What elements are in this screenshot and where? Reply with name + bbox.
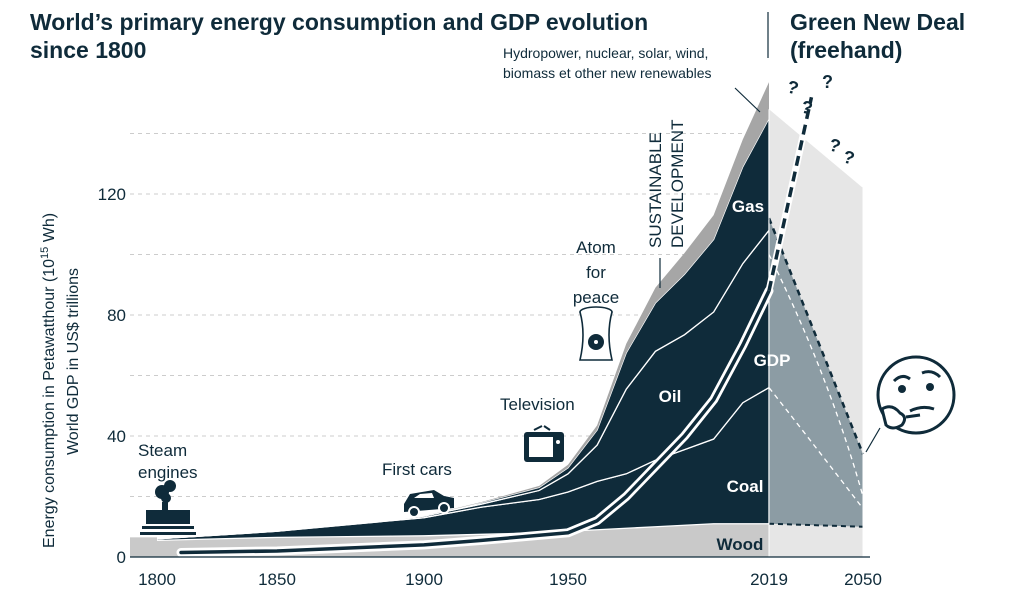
projection-area (767, 109, 865, 558)
question-mark-5: ? (841, 147, 857, 169)
y-label-end: Wh) (41, 213, 58, 247)
renewables-label-line-2: biomass et other new renewables (503, 65, 712, 81)
y-tick-label-120: 120 (98, 185, 126, 204)
sd-label-2: DEVELOPMENT (668, 120, 687, 248)
cars-label: First cars (382, 460, 452, 479)
question-mark-2: ? (799, 97, 815, 119)
y-tick-label-40: 40 (107, 427, 126, 446)
y-label-main: Energy consumption in Petawatthour (10 (41, 259, 58, 548)
renewables-leader (734, 87, 761, 113)
green-new-deal-title: Green New Deal (freehand) (790, 8, 965, 64)
atom-label-2: for (586, 263, 606, 282)
tv-label: Television (500, 395, 575, 414)
x-tick-label-1800: 1800 (138, 570, 176, 589)
y-tick-label-0: 0 (117, 548, 126, 567)
projection-mid-area (769, 218, 863, 527)
gas-projection-line (768, 254, 864, 497)
nuclear-plant-icon (578, 306, 614, 361)
face-leader (865, 427, 881, 453)
gdp-line-group (176, 96, 815, 557)
chart-title: World’s primary energy consumption and G… (30, 8, 648, 64)
total-projection-line (767, 217, 865, 455)
steam-label-1: Steam (138, 441, 187, 460)
gnd-line-1: Green New Deal (790, 9, 966, 35)
question-mark-4: ? (827, 135, 843, 157)
gdp-projection-line (767, 96, 814, 292)
wood-projection-line (768, 522, 864, 528)
gnd-line-2: (freehand) (790, 37, 903, 63)
x-tick-label-1950: 1950 (549, 570, 587, 589)
axes: 0 40 80 120 1800 1850 1900 1950 2019 2050 (98, 185, 882, 589)
question-mark-1: ? (785, 77, 801, 99)
wood-start-strip (130, 537, 157, 557)
coal-label: Coal (727, 477, 764, 496)
chart-labels: Wood Coal Oil Gas GDP Hydropower, nuclea… (39, 45, 857, 554)
gas-label: Gas (732, 197, 764, 216)
x-tick-label-2019: 2019 (750, 570, 788, 589)
x-tick-label-1850: 1850 (258, 570, 296, 589)
renewables-area (157, 82, 769, 539)
wood-label: Wood (717, 535, 764, 554)
title-line-2: since 1800 (30, 37, 147, 63)
thinking-face-icon (876, 355, 956, 435)
question-mark-3: ? (822, 72, 833, 92)
oil-projection-line (768, 387, 864, 509)
steam-label-2: engines (138, 463, 198, 482)
atom-label-1: Atom (576, 238, 616, 257)
grid-lines (130, 133, 770, 497)
y-axis-label-1: Energy consumption in Petawatthour (1015… (39, 213, 58, 548)
x-tick-label-1900: 1900 (405, 570, 443, 589)
y-axis-label-2: World GDP in US$ trillions (65, 268, 82, 455)
x-tick-label-2050: 2050 (844, 570, 882, 589)
title-line-1: World’s primary energy consumption and G… (30, 9, 649, 35)
renewables-label-line-1: Hydropower, nuclear, solar, wind, (503, 45, 708, 61)
television-icon (524, 425, 564, 462)
oil-label: Oil (659, 387, 682, 406)
y-label-sup: 15 (39, 247, 51, 259)
y-tick-label-80: 80 (107, 306, 126, 325)
icons (140, 306, 956, 535)
steam-engine-icon (140, 480, 196, 535)
sd-label-1: SUSTAINABLE (646, 132, 665, 248)
car-icon (404, 490, 454, 518)
atom-label-3: peace (573, 288, 619, 307)
gdp-line (179, 289, 771, 555)
gdp-label: GDP (754, 351, 791, 370)
